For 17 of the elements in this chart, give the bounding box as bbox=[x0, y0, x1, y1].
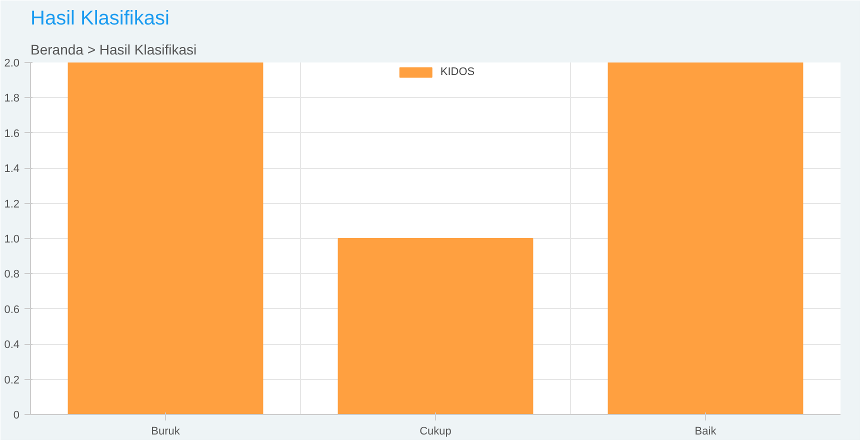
y-tick-label: 1.8 bbox=[4, 92, 20, 105]
y-tick-label: 1.0 bbox=[4, 234, 20, 246]
y-tick-label: 2.0 bbox=[4, 58, 20, 70]
y-tick-label: 1.2 bbox=[4, 198, 20, 210]
y-tick-label: 0.4 bbox=[4, 339, 20, 352]
y-tick-label: 1.6 bbox=[4, 128, 20, 140]
y-tick-label: 0 bbox=[13, 410, 20, 422]
y-tick-label: 1.4 bbox=[4, 163, 20, 176]
y-tick-label: 0.6 bbox=[4, 304, 20, 316]
x-tick-label: Baik bbox=[694, 426, 717, 438]
y-tick-label: 0.2 bbox=[4, 374, 20, 386]
legend-label: KIDOS bbox=[440, 66, 475, 78]
x-tick-label: Buruk bbox=[151, 426, 180, 438]
x-tick-label: Cukup bbox=[420, 426, 452, 438]
y-tick-label: 0.8 bbox=[4, 268, 20, 281]
chart-title: Hasil Klasifikasi bbox=[30, 8, 170, 30]
chart-subtitle: Beranda > Hasil Klasifikasi bbox=[30, 42, 197, 58]
